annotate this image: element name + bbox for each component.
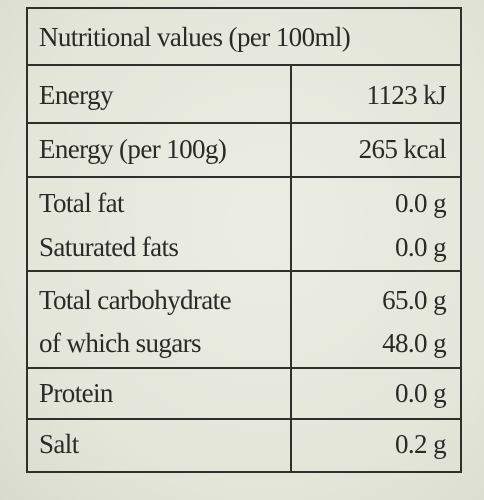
divider bbox=[28, 122, 460, 124]
divider bbox=[28, 367, 460, 369]
divider bbox=[28, 176, 460, 178]
total-carbohydrate-value: 65.0 g bbox=[382, 285, 447, 315]
sugars-label: of which sugars bbox=[39, 328, 202, 358]
energy-kj-value: 1123 kJ bbox=[366, 80, 446, 110]
total-fat-label: Total fat bbox=[39, 188, 125, 218]
sugars-value: 48.0 g bbox=[382, 328, 447, 358]
divider bbox=[28, 418, 460, 420]
salt-value: 0.2 g bbox=[394, 429, 447, 459]
energy-kj-label: Energy bbox=[39, 80, 113, 110]
protein-label: Protein bbox=[39, 378, 113, 408]
saturated-fats-value: 0.0 g bbox=[394, 232, 447, 262]
divider bbox=[28, 64, 460, 66]
saturated-fats-label: Saturated fats bbox=[39, 232, 179, 262]
energy-kcal-label: Energy (per 100g) bbox=[39, 134, 227, 164]
total-carbohydrate-label: Total carbohydrate bbox=[39, 285, 232, 315]
table-header: Nutritional values (per 100ml) bbox=[39, 22, 351, 52]
total-fat-value: 0.0 g bbox=[394, 188, 447, 218]
column-divider bbox=[290, 65, 292, 471]
protein-value: 0.0 g bbox=[394, 378, 447, 408]
salt-label: Salt bbox=[39, 429, 79, 459]
nutrition-table: Nutritional values (per 100ml) Energy 11… bbox=[26, 7, 462, 473]
divider bbox=[28, 270, 460, 272]
energy-kcal-value: 265 kcal bbox=[358, 134, 447, 164]
